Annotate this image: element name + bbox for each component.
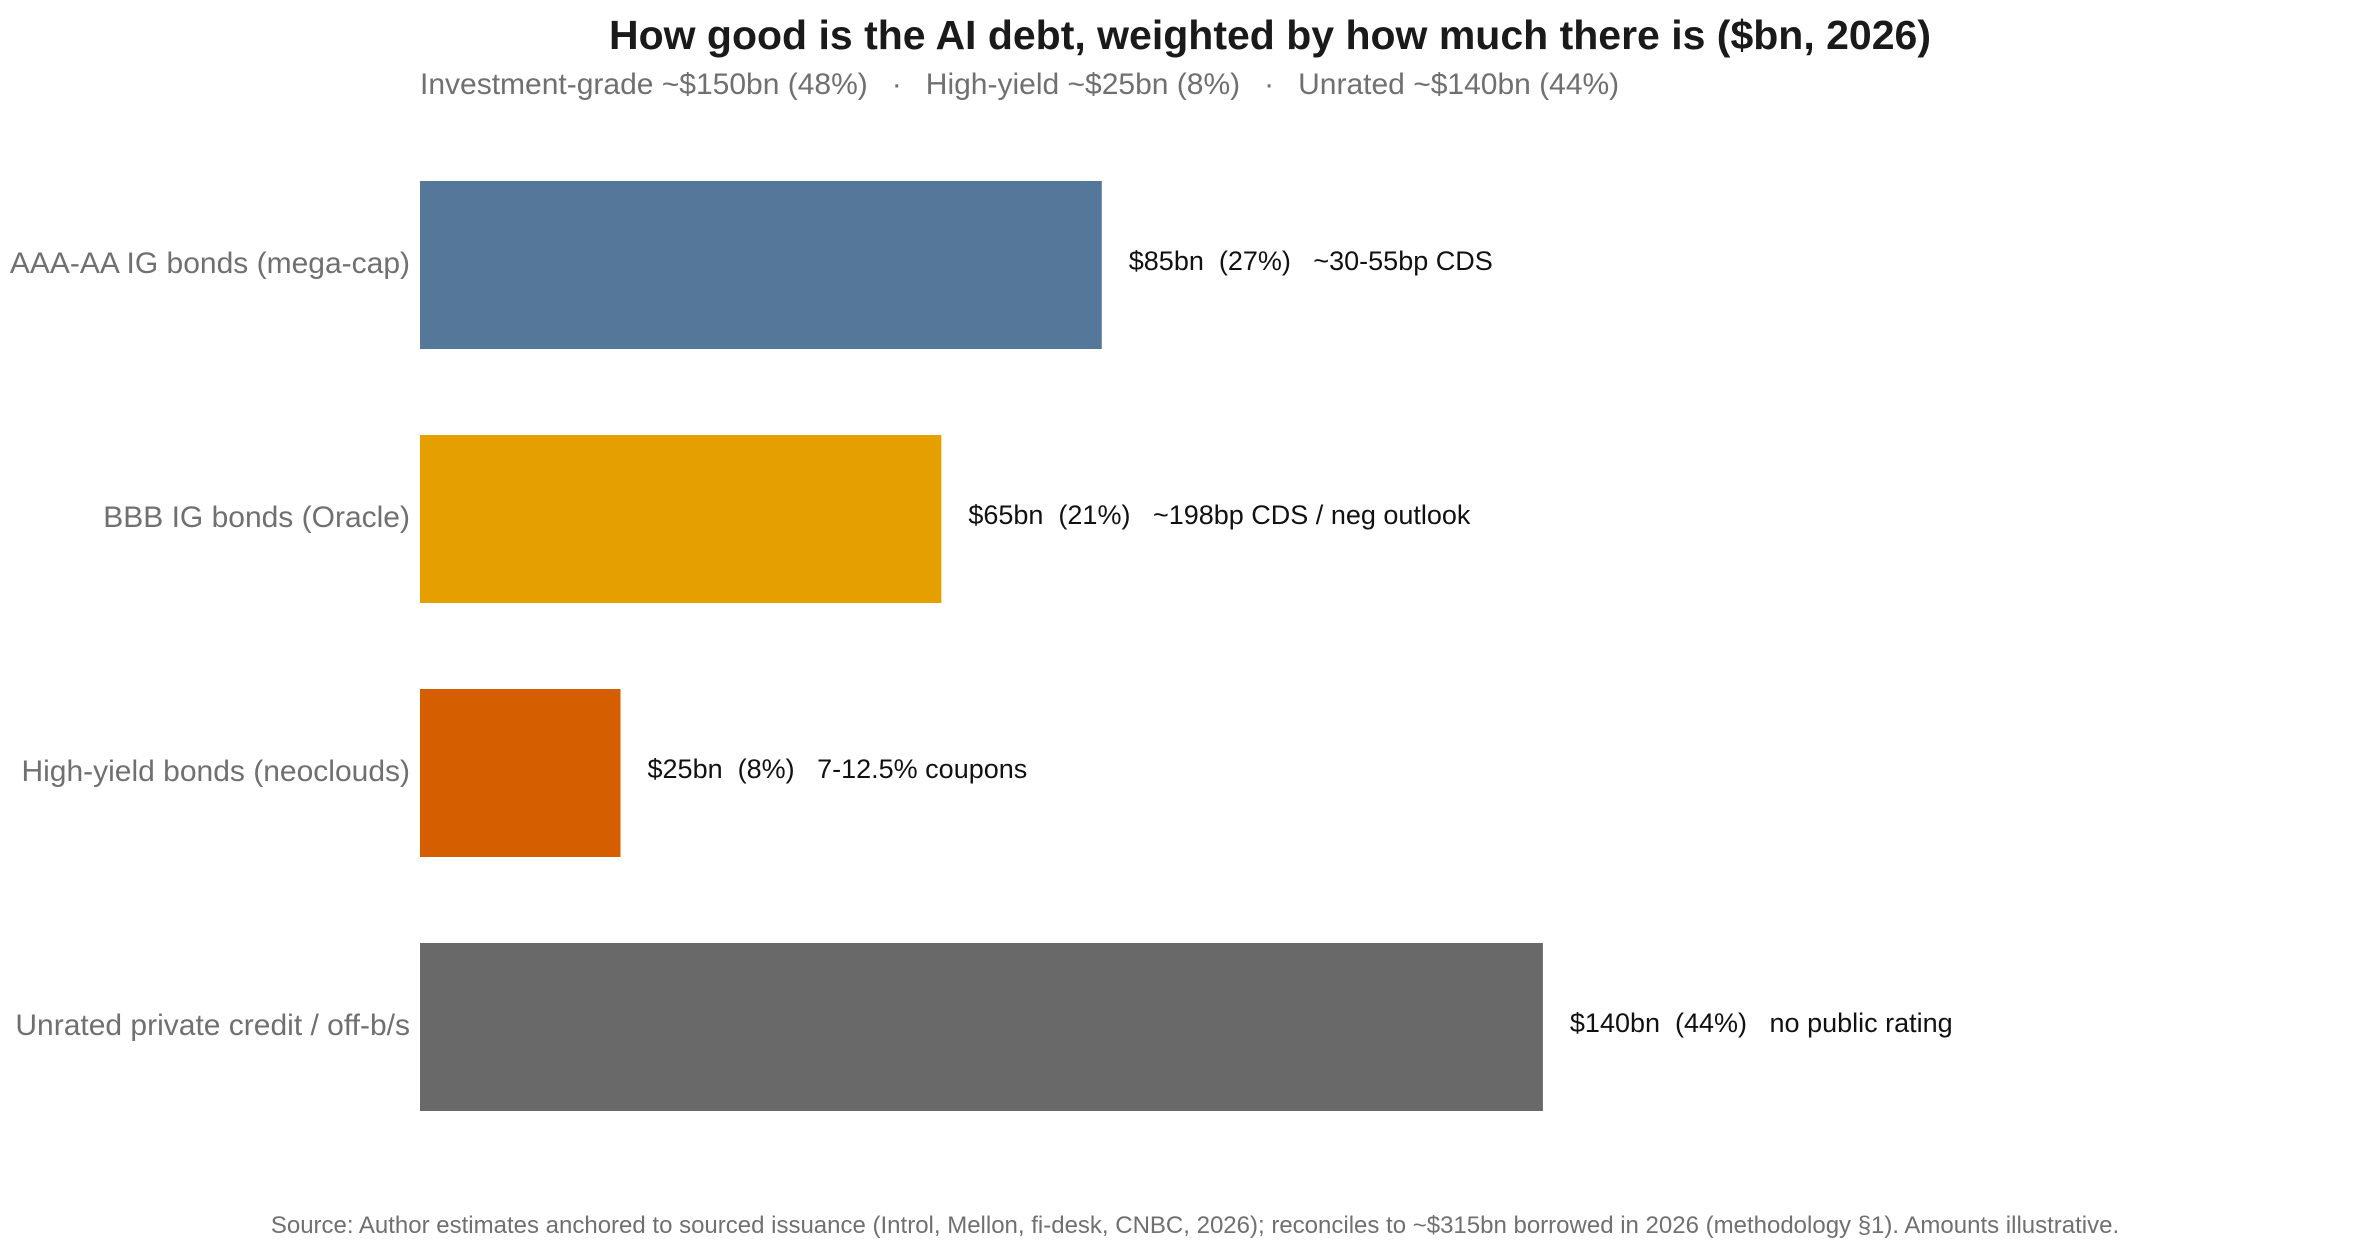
bar bbox=[420, 689, 621, 857]
category-label: BBB IG bonds (Oracle) bbox=[103, 501, 410, 534]
bar-value-label: $25bn (8%) 7-12.5% coupons bbox=[648, 754, 1028, 784]
source-note: Source: Author estimates anchored to sou… bbox=[270, 1212, 2120, 1239]
chart-subtitle: Investment-grade ~$150bn (48%) · High-yiel… bbox=[420, 68, 1619, 102]
bar-value-label: $140bn (44%) no public rating bbox=[1570, 1008, 1953, 1038]
subtitle-separator: · bbox=[1264, 68, 1275, 101]
bar-value-label: $85bn (27%) ~30-55bp CDS bbox=[1129, 246, 1493, 276]
bar bbox=[420, 181, 1102, 349]
bar-value-label: $65bn (21%) ~198bp CDS / neg outlook bbox=[968, 500, 1471, 530]
subtitle-unrated: Unrated ~$140bn (44%) bbox=[1298, 68, 1620, 101]
subtitle-high-yield: High-yield ~$25bn (8%) bbox=[925, 68, 1241, 101]
chart-title: How good is the AI debt, weighted by how… bbox=[608, 12, 1931, 58]
category-label: High-yield bonds (neoclouds) bbox=[21, 755, 410, 788]
category-label: Unrated private credit / off-b/s bbox=[15, 1009, 410, 1042]
category-label: AAA-AA IG bonds (mega-cap) bbox=[10, 247, 410, 280]
bar bbox=[420, 435, 942, 603]
bar bbox=[420, 943, 1543, 1111]
subtitle-investment-grade: Investment-grade ~$150bn (48%) bbox=[420, 68, 868, 101]
subtitle-separator: · bbox=[891, 68, 902, 101]
